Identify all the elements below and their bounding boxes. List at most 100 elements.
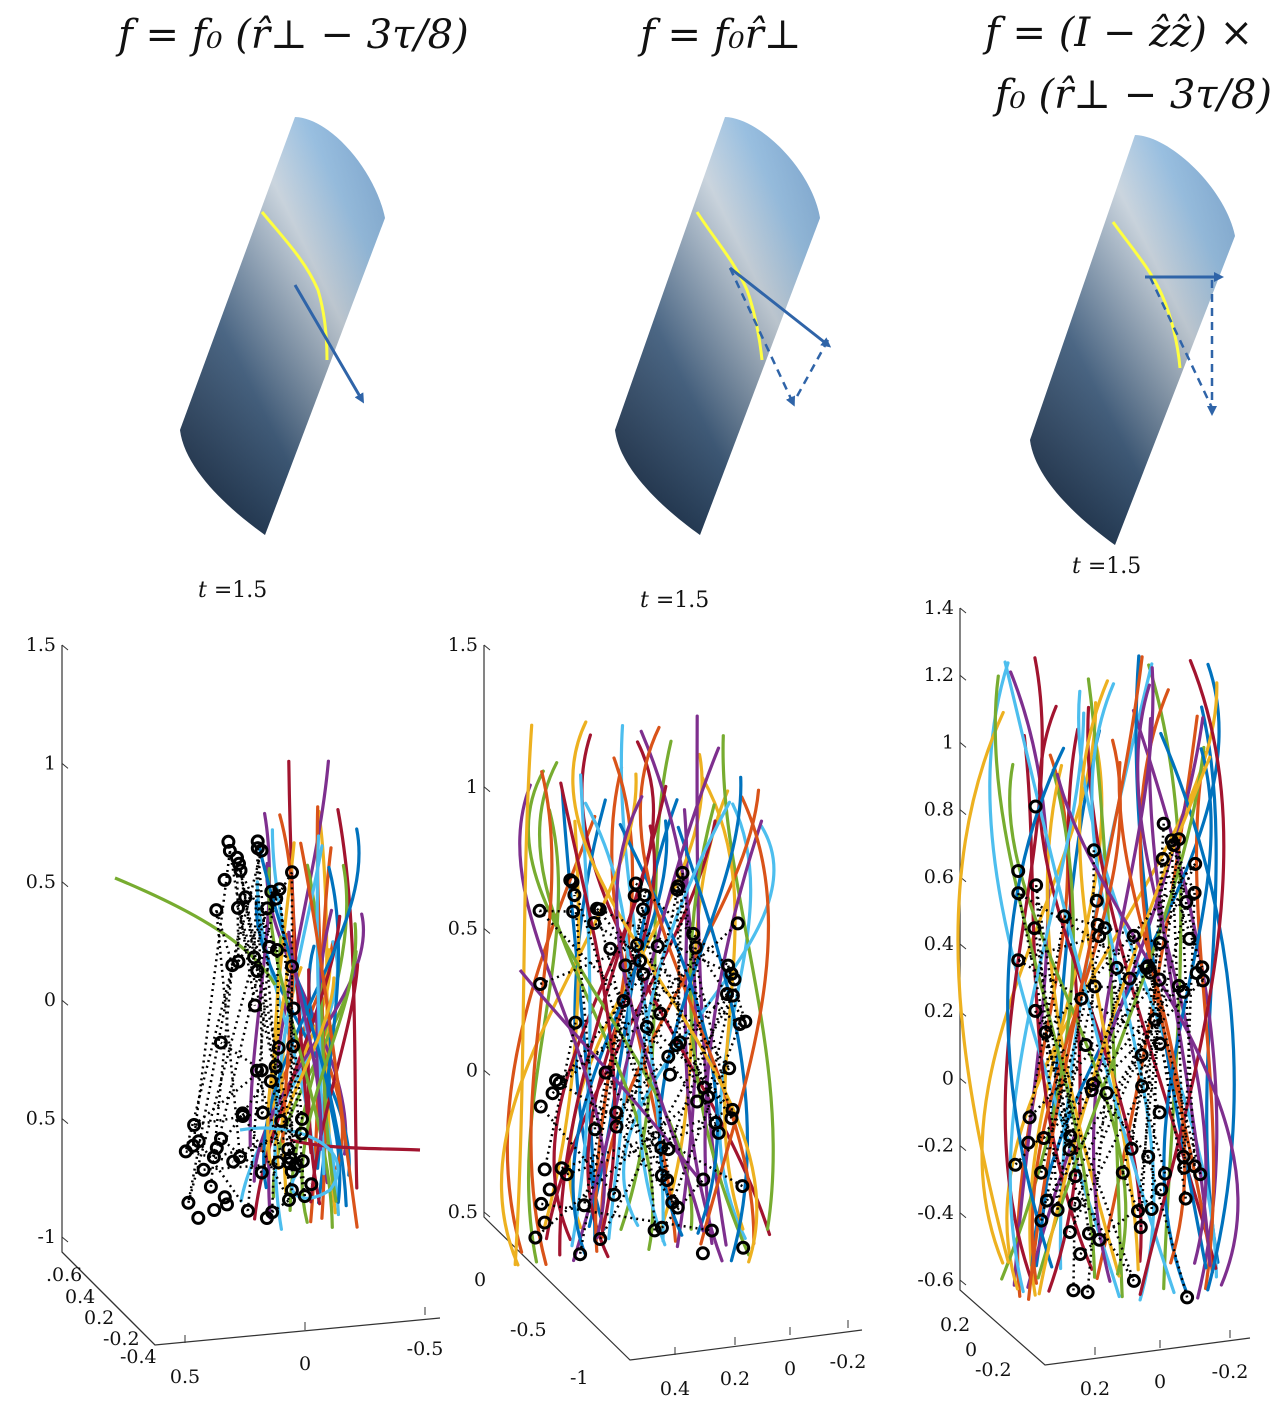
trajectory-point [590, 901, 604, 916]
trajectory-point [1187, 1159, 1202, 1174]
force-projection-arrow-2a [728, 267, 795, 407]
y-tick-label: 0.2 [940, 1314, 970, 1336]
marker-link [1149, 972, 1187, 1199]
marker-link [578, 909, 645, 1255]
marker-link [638, 960, 720, 1134]
trajectory-point [262, 940, 277, 954]
trajectory-point [721, 958, 736, 973]
marker-link [582, 894, 646, 1206]
marker-link [187, 908, 269, 1204]
trajectory-line [1000, 768, 1075, 1281]
trajectory-point [203, 1179, 218, 1194]
trajectory-line [558, 784, 668, 1257]
trajectory-point [206, 1150, 221, 1165]
trajectory-point [670, 1200, 685, 1215]
time-value: =1.5 [1087, 554, 1142, 579]
trajectory-point [1062, 1225, 1077, 1240]
trajectory-point [1074, 991, 1089, 1006]
marker-link [275, 949, 280, 1048]
marker-link [538, 909, 734, 1111]
trajectory-point [1034, 1165, 1049, 1180]
marker-link [1014, 985, 1180, 1166]
trajectory-point [603, 941, 618, 956]
trajectory-point [247, 998, 262, 1013]
trajectory-line [1077, 689, 1218, 1279]
marker-link [246, 946, 271, 1211]
marker-link [1121, 1172, 1140, 1212]
trajectory-point [1135, 1079, 1150, 1094]
cylinder-2 [615, 117, 820, 535]
marker-link [681, 872, 710, 1097]
panel-3-time-label: t =1.5 [1072, 554, 1141, 579]
panel-3-title-line2: f₀ (r̂⊥ − 3τ/8) [995, 72, 1272, 118]
trajectory-line [529, 770, 554, 1266]
trajectory-point [1124, 1141, 1139, 1156]
trajectory-point [259, 1211, 274, 1225]
trajectory-point [295, 1154, 310, 1169]
time-var: t [640, 588, 649, 613]
trajectory-line [518, 783, 607, 1240]
marker-link [566, 1121, 717, 1176]
trajectory-point [528, 1230, 543, 1245]
trajectory-point [263, 1074, 278, 1089]
trajectory-point [1050, 1202, 1065, 1217]
trajectory-line [1159, 731, 1236, 1292]
trajectory-point [1086, 843, 1101, 858]
trajectory-line [537, 761, 655, 1251]
trajectory-point [281, 1142, 296, 1157]
trajectory-point [255, 1105, 270, 1120]
trajectory-point [1171, 832, 1186, 847]
trajectory-point [704, 1223, 719, 1238]
marker-link [613, 886, 680, 1196]
trajectory-point [1152, 972, 1167, 987]
marker-link [236, 907, 298, 1165]
trajectory-point [1180, 1290, 1195, 1305]
trajectory-point [1176, 984, 1191, 999]
trajectory-point [1028, 1003, 1043, 1018]
panel-1-time-label: t =1.5 [198, 578, 267, 603]
trajectory-point [1008, 1157, 1023, 1172]
trajectory-point [254, 1165, 269, 1180]
trajectory-point [633, 953, 648, 968]
z-tick [483, 1211, 491, 1218]
trajectory-line [1003, 660, 1176, 1295]
marker-link [237, 863, 306, 1197]
marker-link [187, 897, 247, 1204]
trajectory-point [1097, 921, 1112, 936]
trajectory-point [587, 916, 602, 930]
marker-link [635, 882, 729, 967]
trajectory-point [247, 950, 262, 965]
trajectory-point [1155, 851, 1170, 866]
trajectory-point [688, 940, 703, 955]
trajectory-point [1187, 885, 1202, 900]
trajectory-point [647, 1223, 662, 1238]
marker-link [1172, 844, 1205, 981]
trajectory-point [1115, 1165, 1130, 1180]
trajectory-point [1143, 965, 1158, 980]
trajectory-point [1188, 856, 1203, 871]
marker-link [1170, 840, 1186, 1168]
z-tick-label: 0.6 [924, 866, 954, 888]
z-tick [61, 763, 69, 769]
marker-link [239, 870, 292, 1159]
trajectory-line [638, 725, 756, 1246]
trajectory-point [738, 1014, 753, 1029]
trajectory-point [1028, 799, 1043, 814]
marker-link [203, 1162, 290, 1171]
z-tick [959, 674, 967, 681]
trajectory-point [1089, 893, 1104, 908]
trajectory-point [563, 873, 578, 888]
marker-link [1161, 858, 1204, 968]
z-tick [483, 1069, 491, 1076]
trajectory-point [1148, 1012, 1163, 1027]
z-tick-label: 0.5 [448, 1201, 478, 1223]
z-tick-label: 1.2 [924, 664, 954, 686]
marker-link [610, 944, 658, 950]
marker-link [1017, 892, 1152, 974]
trajectory-line [1009, 670, 1050, 1287]
marker-link [706, 979, 736, 1097]
z-tick-label: -0.2 [917, 1135, 954, 1157]
y-tick-label: 0 [474, 1269, 486, 1291]
trajectory-point [618, 958, 633, 973]
trajectory-point [686, 926, 701, 941]
